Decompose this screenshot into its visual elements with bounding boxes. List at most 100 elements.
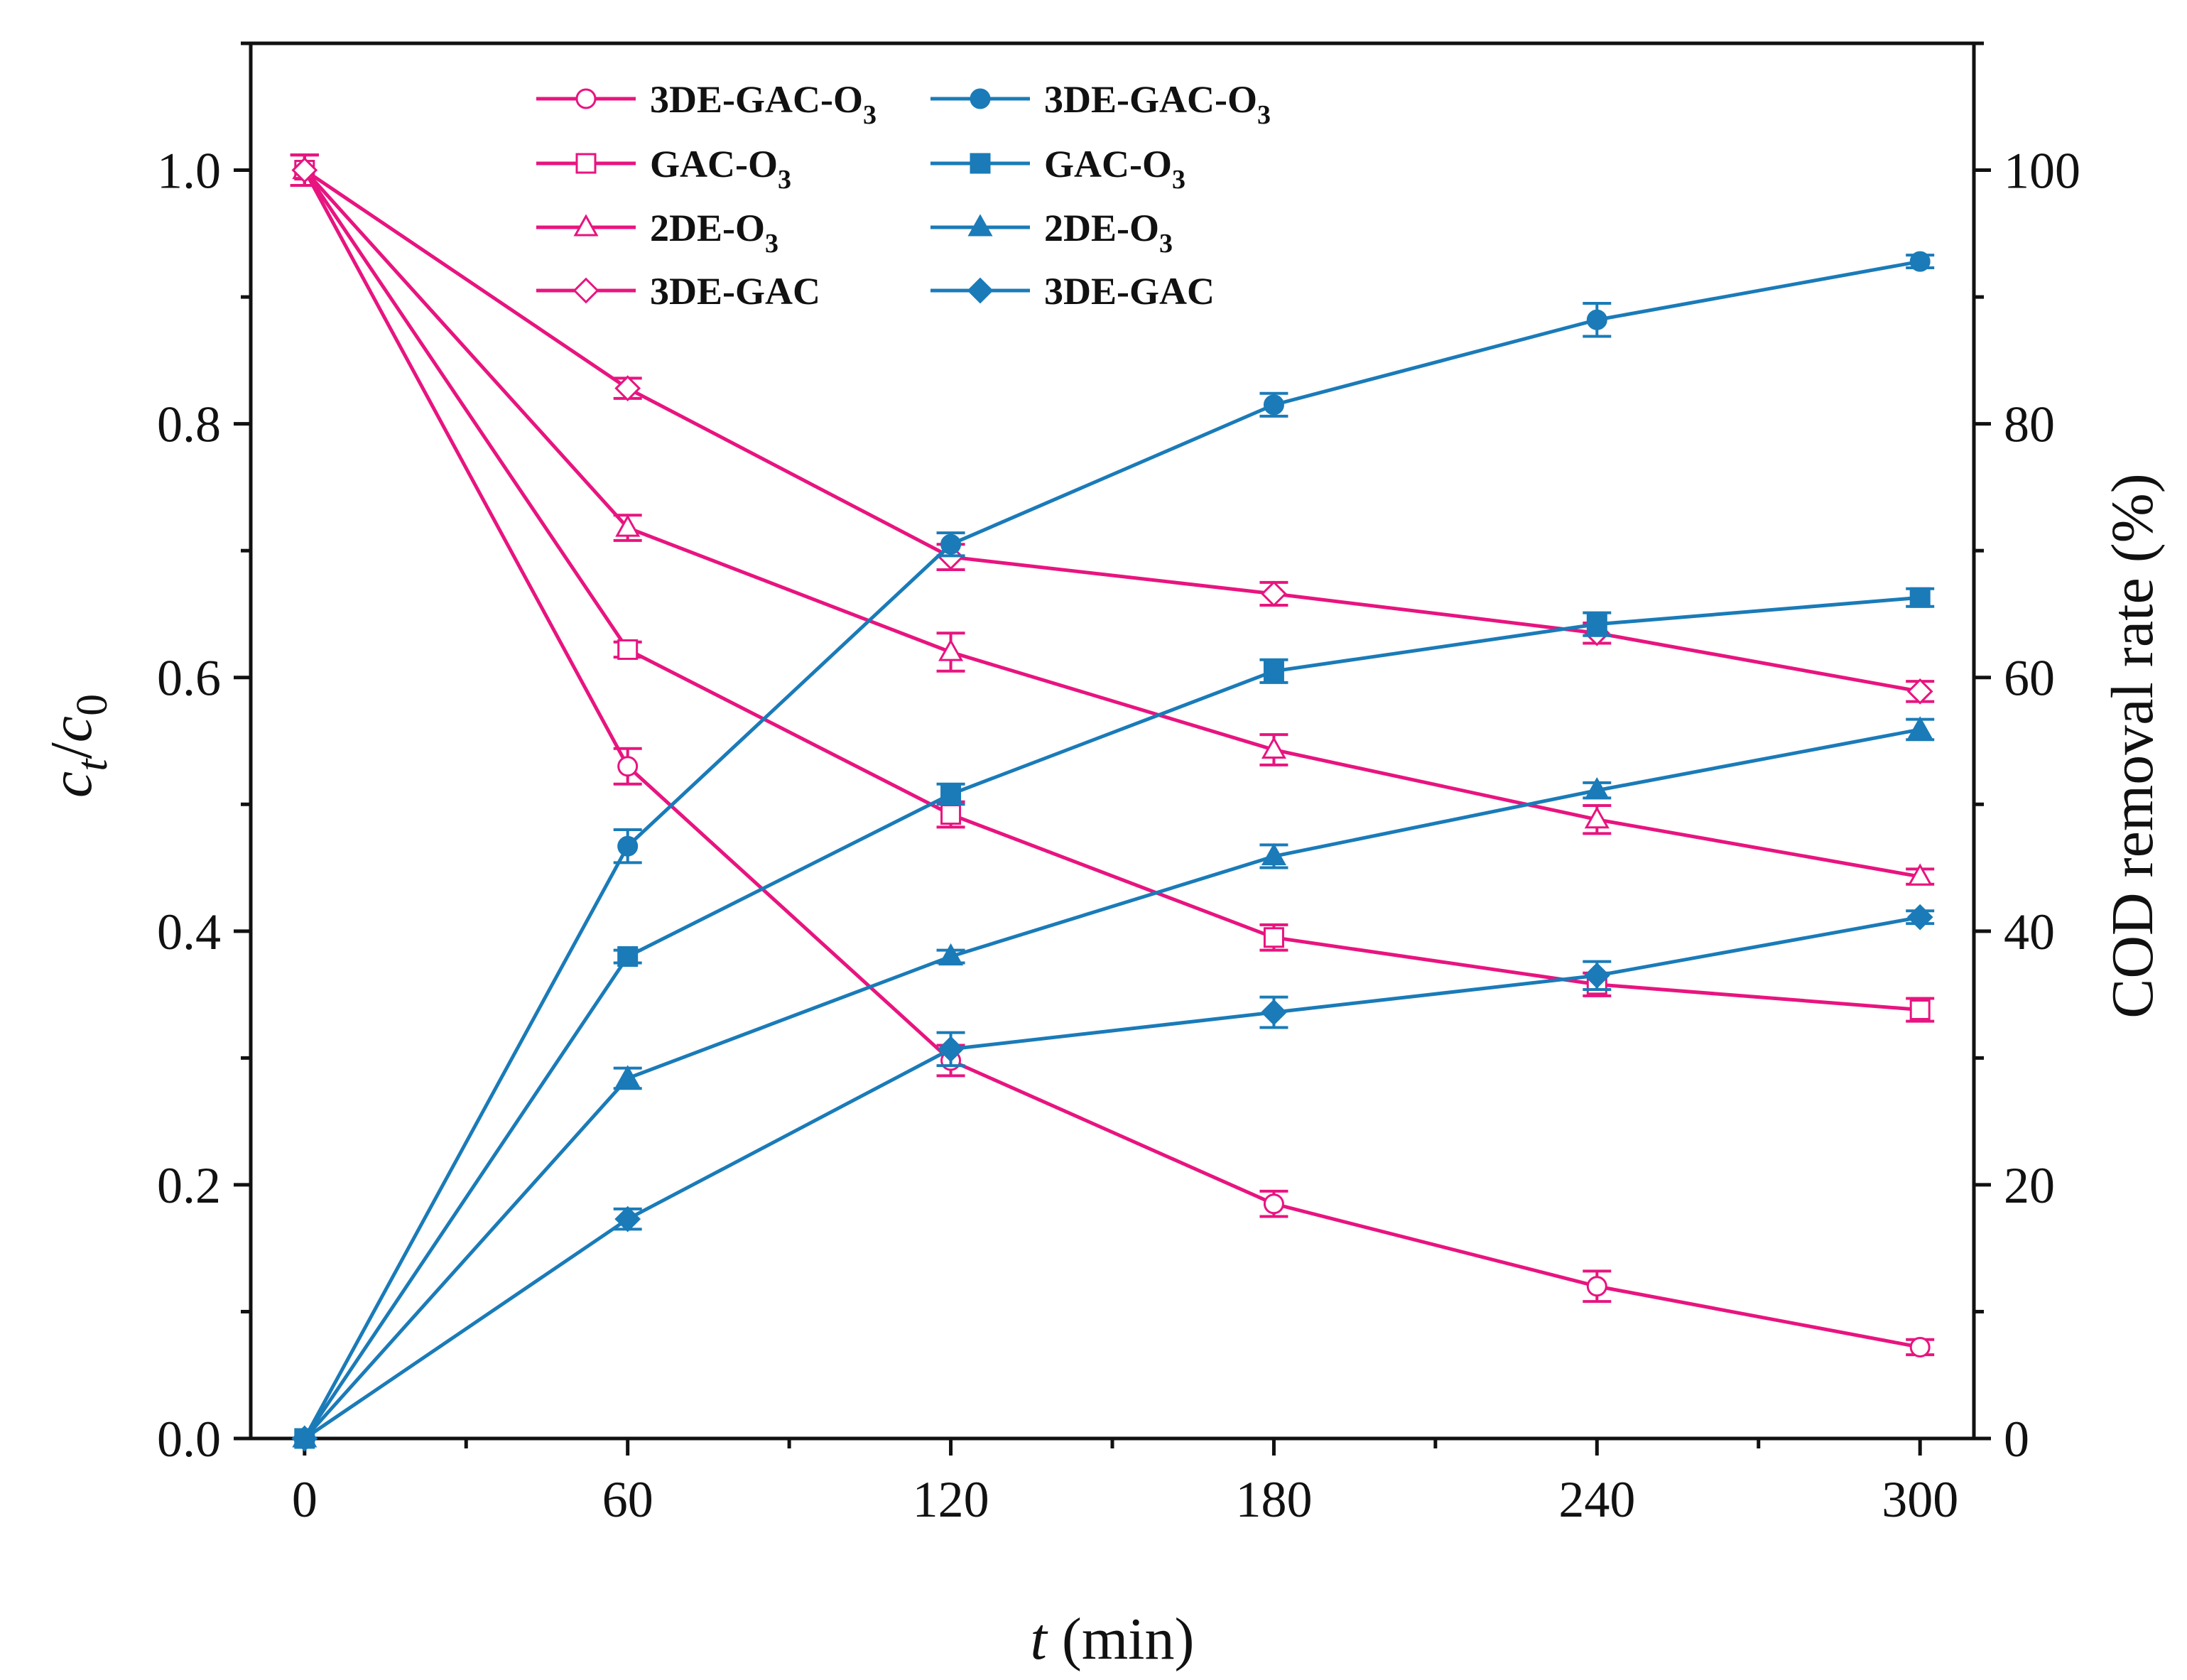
legend-marker xyxy=(575,153,597,174)
legend-label: GAC-O3 xyxy=(650,143,791,195)
series-line xyxy=(303,169,1921,1349)
x-axis-title: t (min) xyxy=(1031,1606,1195,1672)
data-point xyxy=(617,835,639,857)
y-right-tick-label: 40 xyxy=(2004,904,2055,960)
series-0 xyxy=(290,153,1935,1357)
data-point xyxy=(1263,1193,1284,1215)
y-right-tick-label: 100 xyxy=(2004,143,2080,200)
y-right-tick-label: 0 xyxy=(2004,1411,2029,1468)
data-point xyxy=(617,756,639,777)
y-right-tick-label: 80 xyxy=(2004,396,2055,453)
legend-marker xyxy=(967,214,993,237)
y-right-tick-label: 60 xyxy=(2004,650,2055,707)
series-line xyxy=(303,169,1921,1012)
data-point xyxy=(1261,842,1286,866)
axis-ticks xyxy=(234,41,1991,1456)
series-line xyxy=(303,168,1921,879)
data-point xyxy=(1909,1336,1931,1357)
data-point xyxy=(1263,927,1284,948)
legend-item-3: 3DE-GAC xyxy=(536,270,820,313)
data-point xyxy=(617,639,639,660)
series-line xyxy=(303,915,1921,1441)
y-left-tick-label: 0.8 xyxy=(157,396,221,453)
legend-label: 3DE-GAC-O3 xyxy=(1044,78,1271,130)
data-point xyxy=(1261,736,1286,759)
series-line xyxy=(303,259,1921,1440)
data-point xyxy=(1586,614,1607,635)
y-right-tick-label: 20 xyxy=(2004,1157,2055,1214)
legend-item-2: 2DE-O3 xyxy=(536,207,778,259)
data-point xyxy=(614,375,641,402)
data-point xyxy=(940,784,962,805)
data-point xyxy=(1907,863,1933,886)
legend-marker xyxy=(967,277,994,304)
legend-marker xyxy=(572,277,599,304)
data-point xyxy=(1586,309,1607,330)
legend-label: 3DE-GAC xyxy=(1044,270,1215,313)
x-tick-label-0: 0 xyxy=(292,1471,318,1528)
y-left-tick-label: 0.0 xyxy=(157,1411,221,1468)
data-point xyxy=(1907,716,1933,739)
x-tick-label-120: 120 xyxy=(913,1471,989,1528)
data-point xyxy=(1586,1276,1607,1297)
data-point xyxy=(938,1036,964,1063)
series-5 xyxy=(294,587,1935,1449)
data-point xyxy=(1261,580,1287,607)
y-left-tick-label: 0.4 xyxy=(157,904,221,960)
legend-item-1: GAC-O3 xyxy=(536,143,791,195)
legend-marker xyxy=(970,153,991,174)
series-7 xyxy=(291,904,1935,1452)
x-tick-label-180: 180 xyxy=(1235,1471,1312,1528)
legend-label: 3DE-GAC-O3 xyxy=(650,78,877,130)
data-point xyxy=(1263,661,1284,682)
data-point xyxy=(1909,251,1931,272)
plot-frame xyxy=(249,41,1976,1441)
data-point xyxy=(1909,999,1931,1021)
data-point xyxy=(1584,776,1610,800)
data-point xyxy=(938,943,964,966)
data-point xyxy=(615,514,641,537)
legend-label: 3DE-GAC xyxy=(650,270,820,313)
legend-marker xyxy=(970,88,991,109)
legend-label: GAC-O3 xyxy=(1044,143,1185,195)
data-point xyxy=(1906,904,1933,931)
legend-label: 2DE-O3 xyxy=(1044,207,1173,259)
legend-item-5: GAC-O3 xyxy=(930,143,1185,195)
legend-item-6: 2DE-O3 xyxy=(930,207,1173,259)
series-line xyxy=(303,595,1921,1440)
left-axis-title: ct/c0 xyxy=(38,694,116,798)
x-tick-label-300: 300 xyxy=(1882,1471,1958,1528)
data-point xyxy=(1906,678,1933,705)
series-2 xyxy=(290,153,1935,886)
data-point xyxy=(1584,806,1610,829)
data-point xyxy=(615,1065,641,1088)
legend-item-4: 3DE-GAC-O3 xyxy=(930,78,1271,130)
legend-item-0: 3DE-GAC-O3 xyxy=(536,78,877,130)
data-point xyxy=(940,533,962,555)
legend-label: 2DE-O3 xyxy=(650,207,778,259)
right-axis-title: COD removal rate (%) xyxy=(2100,473,2166,1018)
data-point xyxy=(940,804,962,825)
data-point xyxy=(1263,394,1284,416)
data-point xyxy=(291,1425,318,1452)
data-point xyxy=(617,946,639,968)
tick-labels: 0 60 120 180 240 300 0.0 0.2 0.4 0.6 0.8 1.0 0 20 40 60… xyxy=(157,143,2080,1528)
x-tick-label-240: 240 xyxy=(1558,1471,1635,1528)
y-left-tick-label: 0.6 xyxy=(157,650,221,707)
data-point xyxy=(614,1205,641,1232)
data-point xyxy=(938,639,964,661)
data-point xyxy=(1261,999,1287,1026)
y-left-tick-label: 1.0 xyxy=(157,143,221,200)
legend-marker xyxy=(575,88,597,109)
legend: 3DE-GAC-O3 GAC-O3 2DE-O3 3DE-GAC 3DE-GAC-O3 G… xyxy=(536,78,1271,313)
data-point xyxy=(1583,962,1610,989)
series-line xyxy=(303,168,1921,693)
data-point xyxy=(1909,587,1931,608)
series-layer xyxy=(290,153,1935,1452)
series-line xyxy=(303,727,1921,1440)
legend-marker xyxy=(573,214,599,237)
y-left-tick-label: 0.2 xyxy=(157,1157,221,1214)
legend-item-7: 3DE-GAC xyxy=(930,270,1215,313)
series-6 xyxy=(292,716,1935,1448)
